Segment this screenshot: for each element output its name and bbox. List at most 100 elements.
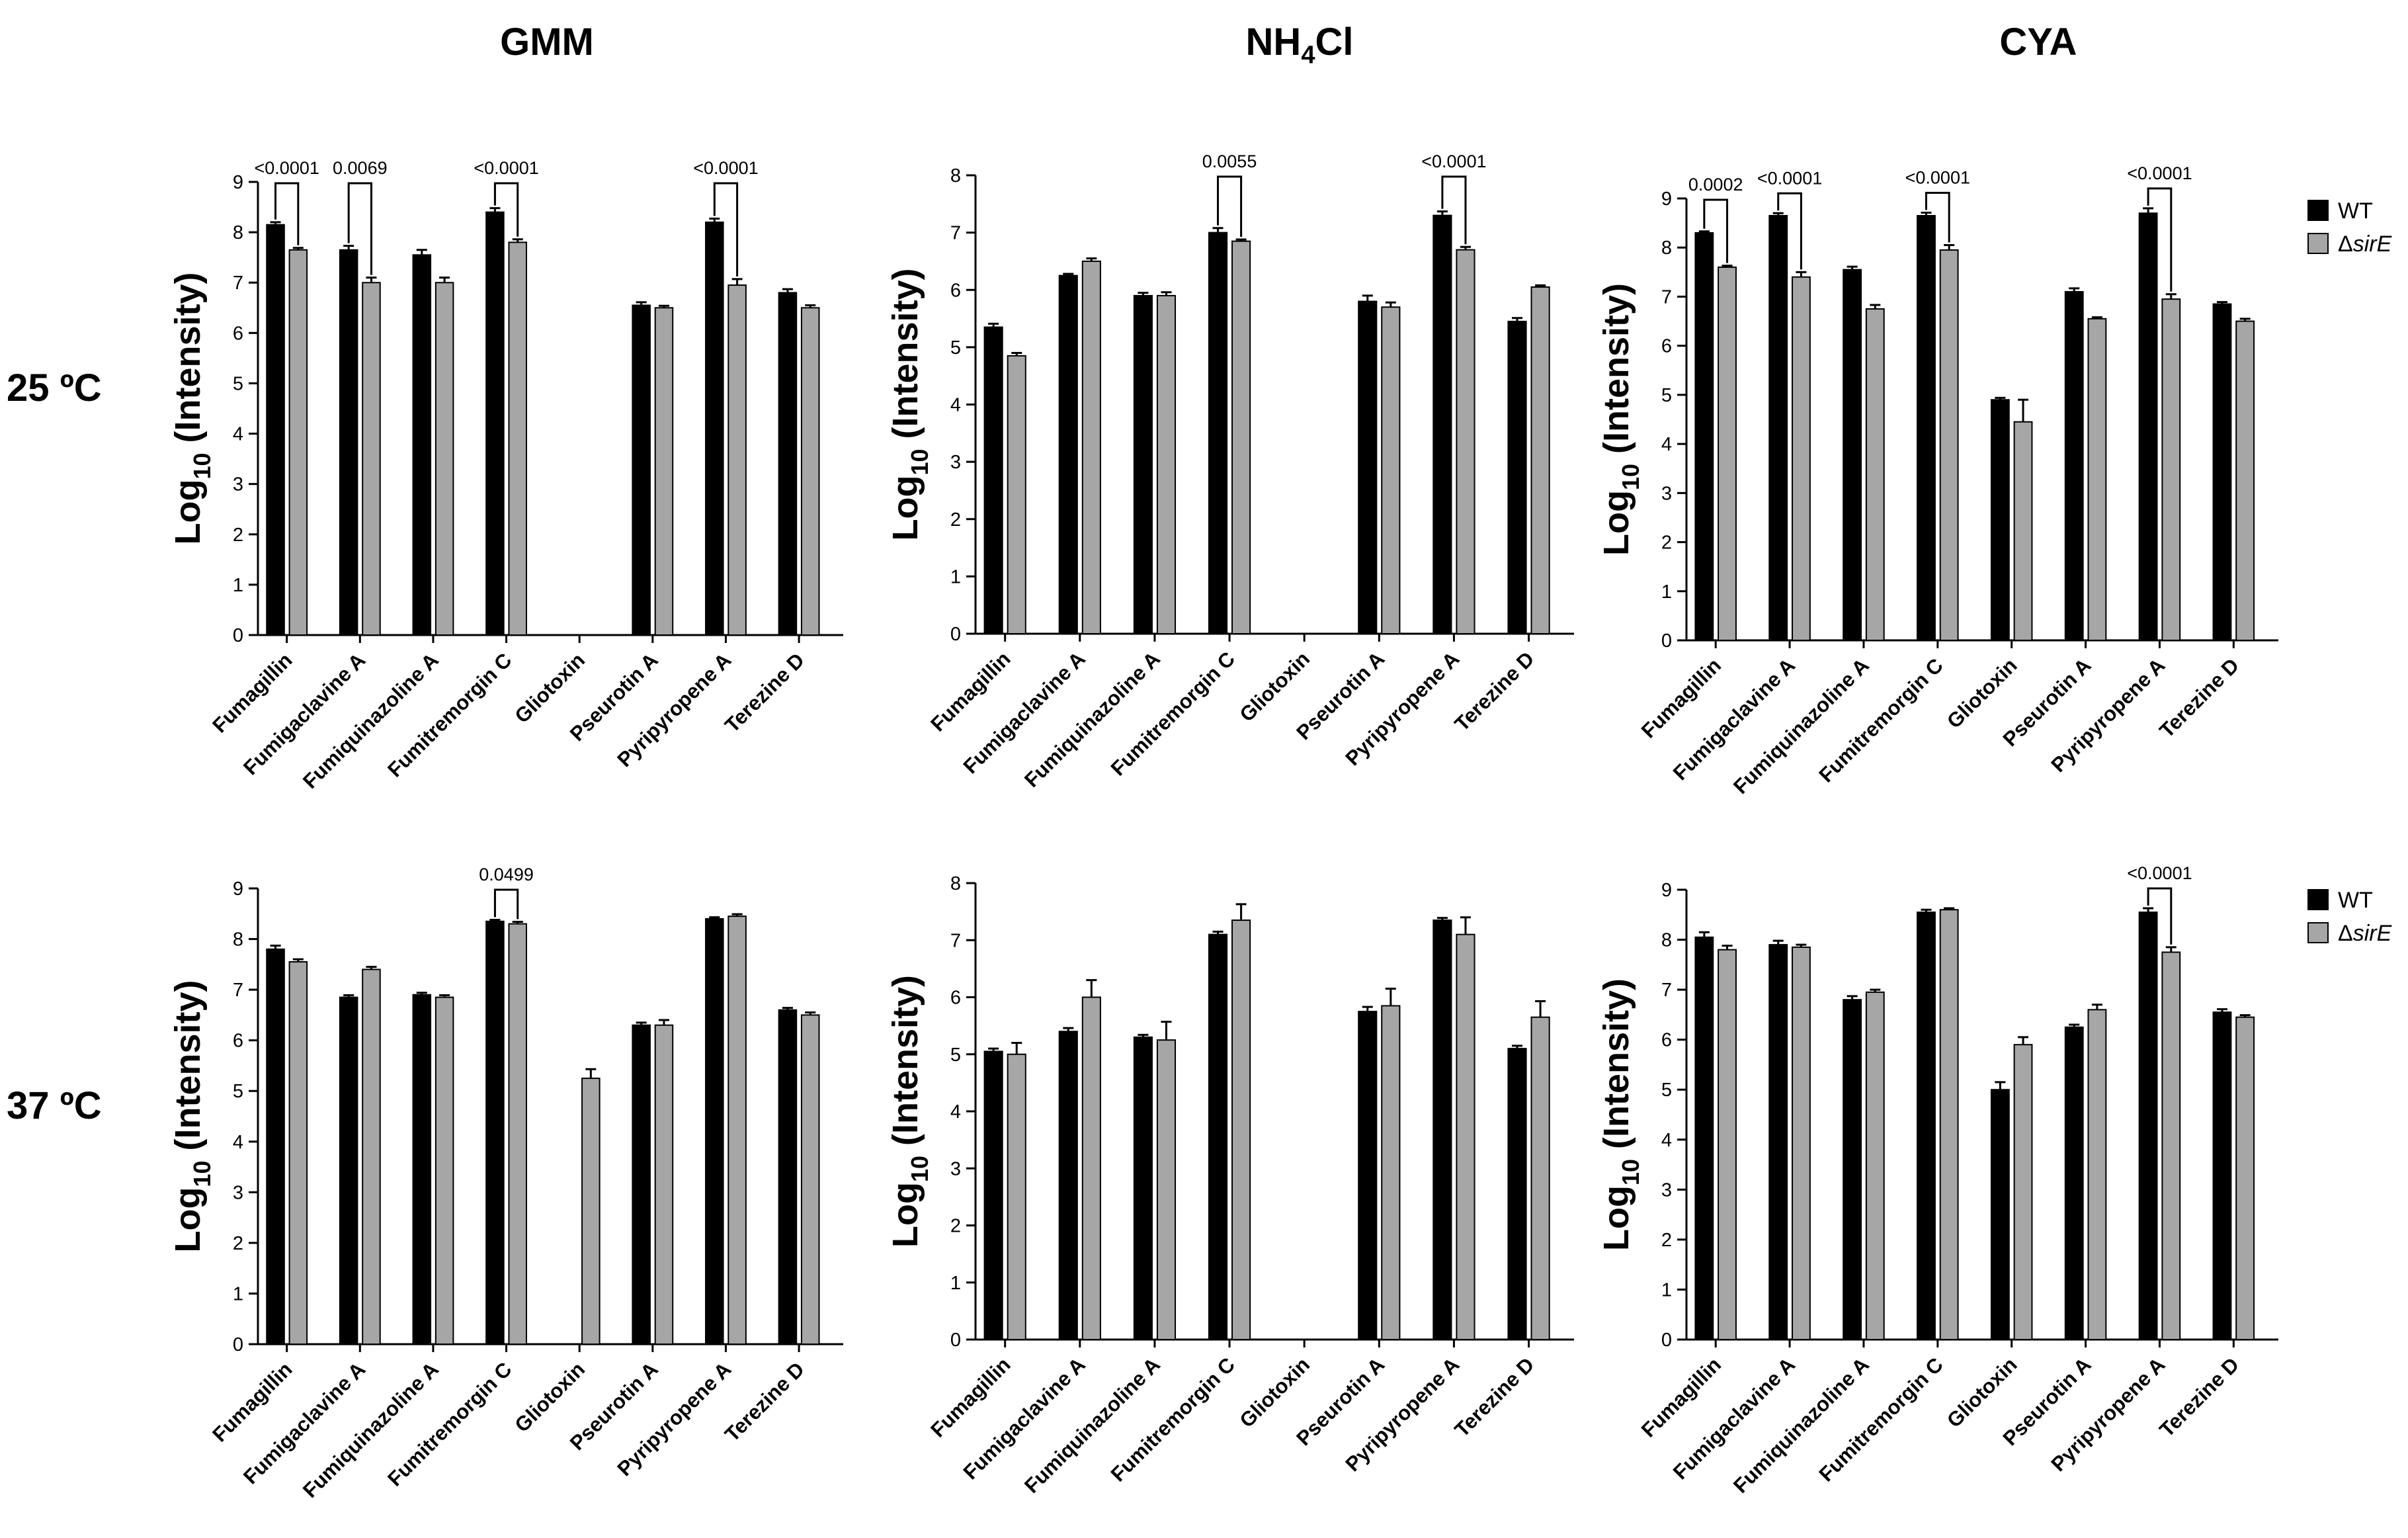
- bar-wt: [2212, 303, 2232, 641]
- bar-wt: [1843, 269, 1862, 642]
- x-tick-label: Gliotoxin: [1942, 1353, 2022, 1432]
- legend-label-wt: WT: [2338, 888, 2373, 913]
- legend: WT ΔsirE: [2307, 198, 2392, 257]
- bar-wt: [1990, 399, 2010, 641]
- x-tick-label: Fumiquinazoline A: [298, 648, 443, 793]
- legend-swatch-wt: [2307, 889, 2329, 910]
- bar-wt: [339, 249, 358, 636]
- y-tick-label: 7: [950, 930, 961, 951]
- x-tick-label: Fumigaclavine A: [1669, 654, 1800, 785]
- legend-swatch-mutant: [2307, 922, 2329, 943]
- y-tick-label: 0: [1661, 630, 1672, 652]
- y-tick-label: 2: [233, 1233, 243, 1254]
- bar-mutant: [2013, 421, 2033, 641]
- bar-mutant: [508, 241, 527, 636]
- bar-wt: [632, 1024, 651, 1345]
- row-title-25c: 25 ºC: [7, 366, 102, 409]
- x-tick-label: Fumiquinazoline A: [1020, 647, 1165, 792]
- legend-label-wt: WT: [2338, 198, 2373, 224]
- bar-mutant: [2087, 1009, 2107, 1341]
- y-tick-label: 4: [950, 1101, 961, 1123]
- y-tick-label: 4: [1661, 434, 1672, 455]
- x-tick-label: Terezine D: [1450, 1353, 1539, 1441]
- bar-wt: [485, 211, 505, 636]
- bar-mutant: [1791, 276, 1811, 641]
- bar-wt: [339, 996, 358, 1346]
- y-tick-label: 7: [1661, 286, 1672, 308]
- bar-wt: [705, 221, 724, 636]
- significance-bracket: [713, 182, 739, 277]
- bar-mutant: [1231, 919, 1251, 1340]
- legend-label-mutant: ΔsirE: [2338, 921, 2392, 946]
- y-tick-label: 8: [233, 222, 243, 243]
- bar-wt: [1507, 1048, 1527, 1340]
- y-tick-label: 8: [950, 873, 961, 894]
- bar-mutant: [654, 1024, 674, 1345]
- bar-mutant: [1530, 286, 1550, 634]
- x-tick-label: Terezine D: [720, 648, 809, 737]
- significance-bracket: [1441, 175, 1467, 245]
- x-tick-label: Fumitremorgin C: [1106, 1353, 1239, 1486]
- column-title-gmm: GMM: [500, 21, 594, 64]
- y-tick-label: 4: [1661, 1130, 1672, 1151]
- significance-bracket: [1703, 198, 1729, 263]
- y-tick-label: 1: [233, 1283, 243, 1304]
- column-title-nh4cl: NH4Cl: [1245, 21, 1354, 69]
- bar-mutant: [1381, 1005, 1401, 1340]
- bar-wt: [1694, 232, 1714, 641]
- significance-bracket: [347, 182, 372, 275]
- bar-mutant: [2235, 1016, 2255, 1340]
- y-tick-label: 5: [1661, 385, 1672, 406]
- legend: WT ΔsirE: [2307, 888, 2392, 946]
- bar-mutant: [2161, 298, 2181, 641]
- y-tick-label: 5: [233, 1081, 243, 1102]
- y-tick-label: 3: [1661, 483, 1672, 504]
- bar-wt: [412, 994, 432, 1346]
- bar-mutant: [2013, 1044, 2033, 1340]
- bar-mutant: [1007, 355, 1026, 635]
- bar-wt: [1208, 933, 1228, 1340]
- y-tick-label: 5: [1661, 1080, 1672, 1101]
- x-tick-label: Terezine D: [1450, 647, 1539, 736]
- y-tick-label: 3: [950, 1158, 961, 1179]
- y-tick-label: 2: [233, 525, 243, 546]
- bar-wt: [705, 918, 724, 1345]
- significance-bracket: [493, 182, 519, 237]
- bar-mutant: [1081, 260, 1101, 634]
- bar-mutant: [435, 996, 454, 1346]
- bar-mutant: [1718, 949, 1737, 1340]
- x-tick-label: Fumitremorgin C: [1106, 647, 1239, 780]
- p-value-label: 0.0499: [479, 865, 534, 884]
- bar-mutant: [2235, 320, 2255, 641]
- x-tick-label: Gliotoxin: [1235, 1353, 1314, 1432]
- bar-mutant: [1381, 306, 1401, 634]
- significance-bracket: [1777, 192, 1802, 270]
- y-tick-label: 0: [233, 1334, 243, 1355]
- y-tick-label: 8: [233, 929, 243, 951]
- x-tick-label: Fumiquinazoline A: [1729, 654, 1874, 798]
- x-tick-label: Fumigaclavine A: [1669, 1353, 1800, 1484]
- y-axis-title: Log10 (Intensity): [886, 975, 933, 1248]
- y-tick-label: 9: [1661, 880, 1672, 901]
- y-tick-label: 4: [233, 1132, 243, 1153]
- legend-swatch-wt: [2307, 200, 2329, 221]
- y-tick-label: 9: [1661, 189, 1672, 210]
- bar-mutant: [581, 1078, 601, 1346]
- significance-bracket: [2147, 887, 2173, 945]
- y-tick-label: 4: [950, 395, 961, 416]
- bar-mutant: [654, 307, 674, 636]
- bar-wt: [1917, 214, 1936, 641]
- bar-mutant: [1081, 996, 1101, 1340]
- p-value-label: 0.0002: [1688, 175, 1743, 194]
- y-tick-label: 3: [1661, 1179, 1672, 1201]
- significance-bracket: [493, 888, 519, 919]
- x-tick-label: Fumigaclavine A: [239, 648, 370, 779]
- y-tick-label: 8: [1661, 237, 1672, 259]
- y-tick-label: 1: [950, 566, 961, 587]
